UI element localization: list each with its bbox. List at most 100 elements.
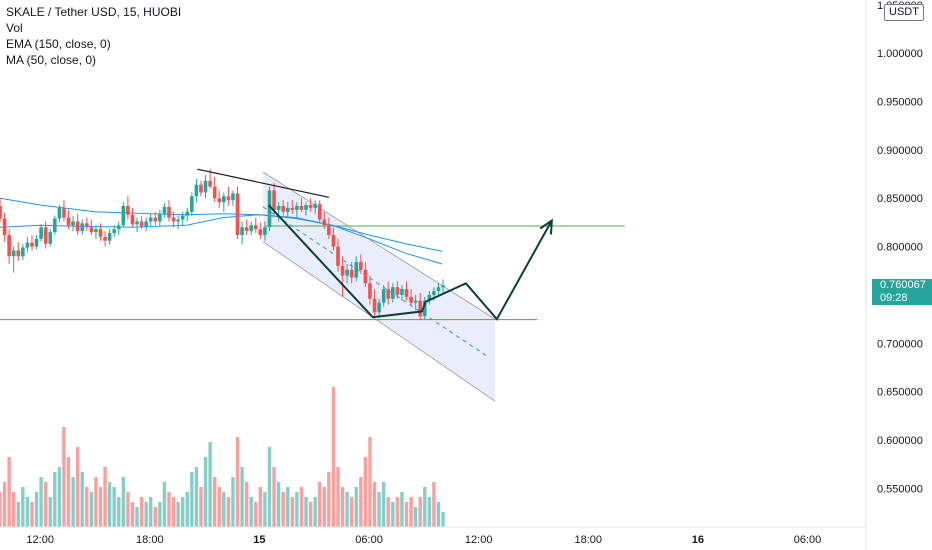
y-tick-label: 0.850000 xyxy=(877,193,923,205)
x-tick-label: 12:00 xyxy=(465,534,493,546)
price-axis: 1.0500001.0000000.9500000.9000000.850000… xyxy=(877,0,923,495)
candle-body xyxy=(409,296,413,303)
volume-bar xyxy=(57,467,62,527)
volume-bar xyxy=(267,447,272,527)
volume-bar xyxy=(53,472,57,527)
candle-body xyxy=(103,236,107,241)
drawings xyxy=(197,168,553,321)
volume-bar xyxy=(34,492,39,527)
volume-bar xyxy=(21,487,25,527)
volume-bar xyxy=(254,502,258,527)
volume-bar xyxy=(240,467,244,527)
candle-body xyxy=(413,300,418,303)
volume-bar xyxy=(181,497,185,527)
volume-bar xyxy=(153,507,157,527)
volume-bar xyxy=(80,472,84,527)
moving-averages xyxy=(0,197,443,265)
candle-body xyxy=(276,205,281,210)
candle-body xyxy=(281,205,285,212)
volume-bar xyxy=(0,492,2,527)
volume-bar xyxy=(7,457,11,527)
candle-body xyxy=(80,223,85,232)
candle-body xyxy=(34,238,39,247)
volume-bar xyxy=(235,437,240,527)
volume-bar xyxy=(66,457,71,527)
projection-path[interactable] xyxy=(267,204,553,321)
volume-bar xyxy=(299,487,304,527)
channel-lower-line[interactable] xyxy=(262,241,496,402)
candle-body xyxy=(48,232,53,244)
x-tick-label: 18:00 xyxy=(136,534,164,546)
y-tick-label: 0.900000 xyxy=(877,145,923,157)
candle-body xyxy=(400,289,404,295)
channel-mid-line[interactable] xyxy=(262,206,490,359)
candle-body xyxy=(391,287,395,299)
candle-body xyxy=(285,207,290,212)
candle-body xyxy=(235,193,240,235)
volume-bar xyxy=(349,497,354,527)
volume-bar xyxy=(395,497,400,527)
y-tick-label: 0.650000 xyxy=(877,387,923,399)
projection-arrowhead xyxy=(539,218,553,235)
last-price-value: 0.760067 xyxy=(880,279,926,291)
channel-upper-line[interactable] xyxy=(262,171,496,320)
candle-body xyxy=(171,217,176,222)
volume-bar xyxy=(231,477,235,527)
volume-bar xyxy=(354,487,358,527)
candle-body xyxy=(299,205,304,210)
candle-body xyxy=(39,227,43,239)
candle-body xyxy=(381,289,386,303)
volume-bar xyxy=(171,497,176,527)
legend-vol[interactable]: Vol xyxy=(6,21,23,35)
volume-bar xyxy=(94,477,98,527)
volume-bar xyxy=(413,507,418,527)
candle-body xyxy=(331,234,336,247)
legend-ma[interactable]: MA (50, close, 0) xyxy=(6,53,97,67)
ma-50-line xyxy=(0,214,443,265)
candle-body xyxy=(126,205,130,215)
volume-bar xyxy=(432,482,436,527)
candle-body xyxy=(427,294,432,301)
legend-ema[interactable]: EMA (150, close, 0) xyxy=(6,37,111,51)
volume-bar xyxy=(126,492,130,527)
trendline[interactable] xyxy=(197,168,330,198)
volume-bars xyxy=(0,387,445,527)
y-tick-label: 0.700000 xyxy=(877,338,923,350)
candle-body xyxy=(11,250,16,257)
candle-body xyxy=(107,233,112,241)
candle-body xyxy=(432,291,436,295)
x-tick-label: 12:00 xyxy=(26,534,54,546)
candle-body xyxy=(98,229,103,237)
candle-body xyxy=(336,246,340,266)
candle-body xyxy=(290,207,295,210)
price-countdown: 09:28 xyxy=(880,292,908,304)
candle-body xyxy=(386,289,391,299)
volume-bar xyxy=(39,477,43,527)
candle-body xyxy=(322,219,327,226)
volume-bar xyxy=(249,497,253,527)
volume-bar xyxy=(144,502,148,527)
candle-body xyxy=(395,287,400,295)
ema-150-line xyxy=(0,197,443,252)
candle-body xyxy=(340,265,345,276)
legend-symbol[interactable]: SKALE / Tether USD, 15, HUOBI xyxy=(6,5,182,19)
candle-body xyxy=(21,247,25,257)
candle-body xyxy=(153,217,158,222)
volume-bar xyxy=(194,467,199,527)
volume-bar xyxy=(190,472,194,527)
candle-body xyxy=(217,198,222,203)
volume-bar xyxy=(139,497,144,527)
volume-bar xyxy=(89,492,94,527)
currency-button[interactable]: USDT xyxy=(884,4,924,21)
candle-body xyxy=(359,262,363,270)
volume-bar xyxy=(199,487,203,527)
volume-bar xyxy=(176,502,180,527)
candle-body xyxy=(313,204,317,208)
candle-body xyxy=(25,242,30,248)
volume-bar xyxy=(103,467,107,527)
y-tick-label: 0.600000 xyxy=(877,435,923,447)
volume-bar xyxy=(158,502,162,527)
volume-bar xyxy=(381,482,386,527)
time-axis: 12:00 18:00 15 06:00 12:00 18:00 16 06:00 xyxy=(26,534,821,546)
